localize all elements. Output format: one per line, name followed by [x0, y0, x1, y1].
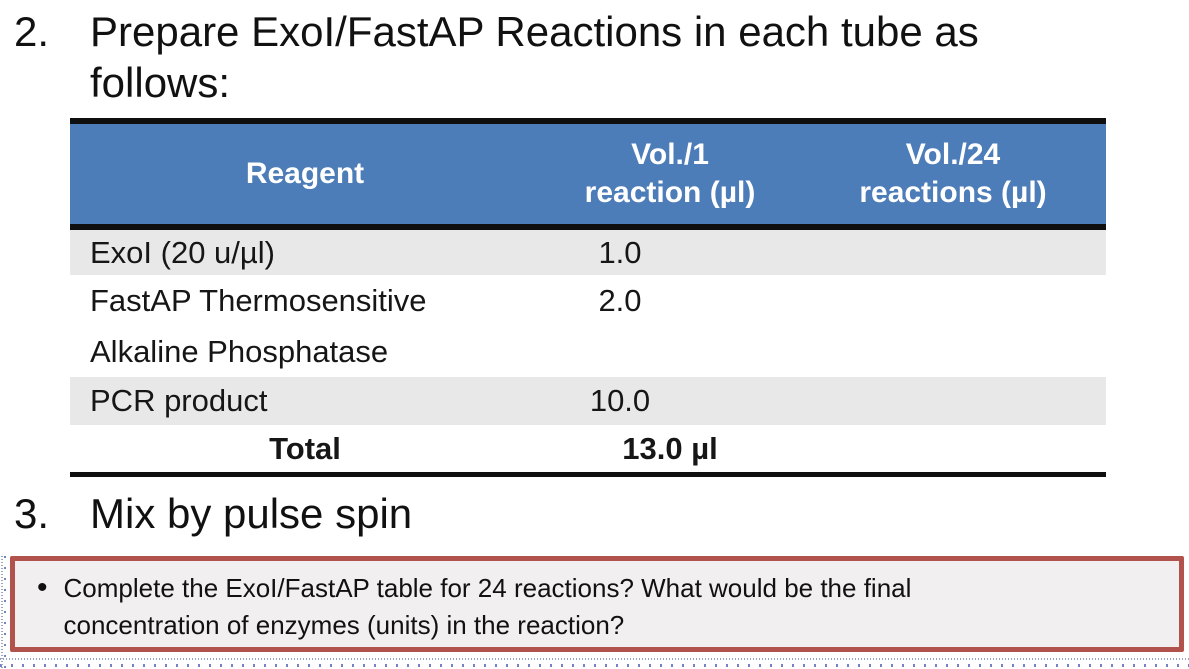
step-3-text: Mix by pulse spin — [90, 490, 413, 537]
cell-reagent: ExoI (20 u/µl) — [90, 235, 275, 270]
cell-total-label: Total — [269, 431, 341, 466]
header-reagent-label: Reagent — [245, 157, 365, 190]
cell-total-volume: 13.0 µl — [622, 431, 718, 466]
cell-reagent: PCR product — [90, 383, 268, 418]
bullet-icon: • — [37, 571, 48, 604]
header-vol24-line1: Vol./24 — [905, 138, 1001, 171]
question-text: Complete the ExoI/FastAP table for 24 re… — [63, 573, 912, 640]
table-bottom-border — [70, 472, 1106, 477]
cell-vol-1-reaction: 1.0 — [598, 235, 642, 270]
table-header-divider — [70, 224, 1106, 230]
header-cell-reagent: Reagent — [70, 124, 540, 224]
table-row: ExoI (20 u/µl) 1.0 — [70, 230, 1106, 275]
table-header-row: Reagent Vol./1 reaction (µl) Vol./24 rea… — [70, 124, 1106, 224]
placeholder-dotted-bottom-edge — [0, 657, 1189, 669]
header-cell-vol-24-reactions: Vol./24 reactions (µl) — [800, 124, 1106, 224]
placeholder-dotted-left-edge — [0, 556, 6, 668]
table-total-row: Total 13.0 µl — [70, 425, 1106, 472]
header-vol1-line2: reaction (µl) — [584, 176, 756, 209]
table-row: PCR product 10.0 — [70, 377, 1106, 425]
step-3: 3. Mix by pulse spin — [14, 488, 412, 539]
cell-reagent: FastAP Thermosensitive Alkaline Phosphat… — [90, 283, 427, 369]
cell-vol-24-reactions — [750, 230, 1056, 275]
cell-vol-24-reactions — [800, 425, 1106, 472]
cell-vol-1-reaction: 10.0 — [589, 383, 651, 418]
table-row: FastAP Thermosensitive Alkaline Phosphat… — [70, 275, 1106, 377]
table-top-border — [70, 118, 1106, 124]
step-2-text: Prepare ExoI/FastAP Reactions in each tu… — [90, 8, 979, 106]
reagent-table: Reagent Vol./1 reaction (µl) Vol./24 rea… — [70, 118, 1106, 477]
header-cell-vol-1-reaction: Vol./1 reaction (µl) — [540, 124, 800, 224]
header-vol24-line2: reactions (µl) — [859, 176, 1047, 209]
cell-vol-24-reactions — [750, 377, 1056, 425]
header-vol1-line1: Vol./1 — [631, 138, 709, 171]
question-box: • Complete the ExoI/FastAP table for 24 … — [10, 556, 1184, 652]
cell-vol-1-reaction: 2.0 — [598, 283, 642, 318]
step-2: 2. Prepare ExoI/FastAP Reactions in each… — [14, 6, 990, 108]
step-3-number: 3. — [14, 490, 50, 537]
step-2-number: 2. — [14, 8, 50, 55]
